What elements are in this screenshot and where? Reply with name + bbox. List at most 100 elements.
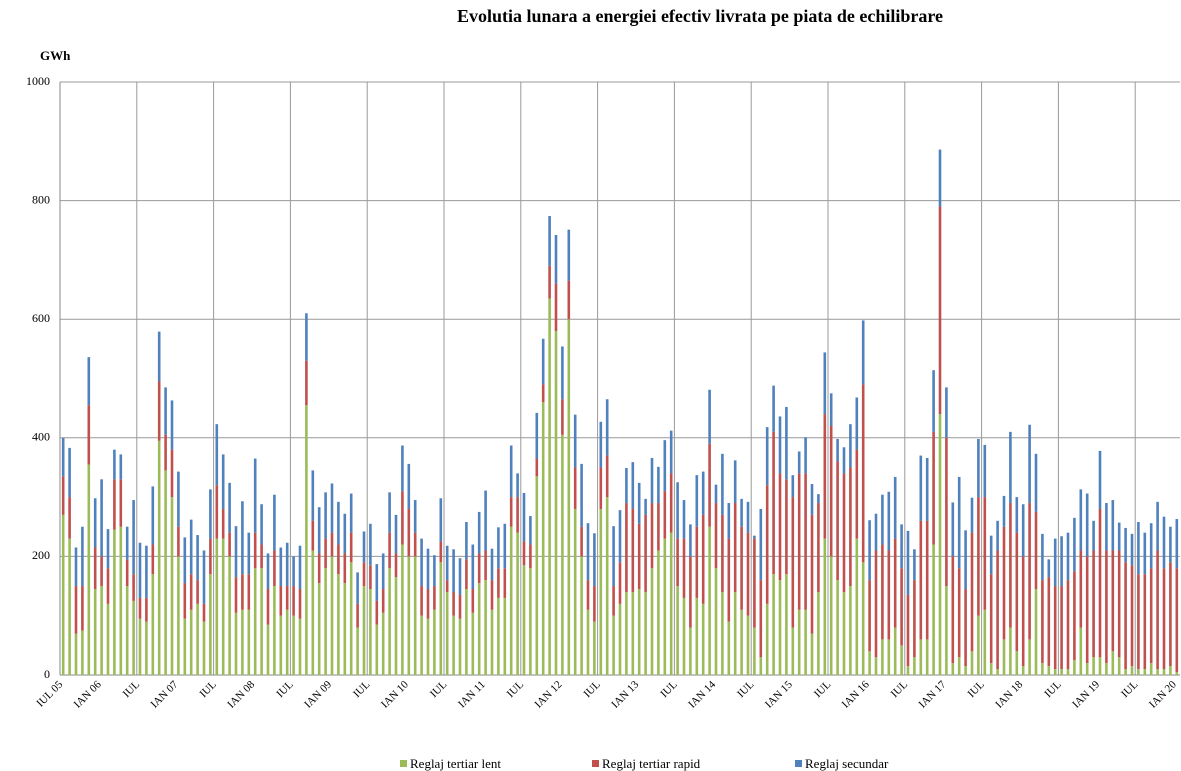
bar-segment <box>106 603 110 675</box>
bar-segment <box>1028 639 1031 675</box>
bar-segment <box>509 445 513 498</box>
bar-segment <box>324 538 327 569</box>
x-tick-label: IUL <box>197 678 219 700</box>
bar-segment <box>932 370 935 432</box>
x-tick-label: IAN 12 <box>532 679 564 711</box>
bar-segment <box>266 624 270 675</box>
bar-segment <box>829 393 833 426</box>
bar-segment <box>465 559 468 590</box>
x-tick-label: IAN 18 <box>993 678 1025 710</box>
bar-segment <box>1079 627 1083 675</box>
bar-segment <box>721 453 724 515</box>
bar-segment <box>669 473 673 533</box>
x-tick-label: IAN 06 <box>72 678 104 710</box>
bar-segment <box>561 434 564 675</box>
bar-segment <box>132 500 135 575</box>
bar-segment <box>778 473 782 581</box>
bar-segment <box>279 615 283 675</box>
x-tick-label: IAN 08 <box>225 678 257 710</box>
bar-segment <box>61 514 65 675</box>
bar-segment <box>1105 550 1108 664</box>
bar-segment <box>925 457 929 521</box>
bar-segment <box>292 615 295 675</box>
bar-segment <box>1130 533 1134 566</box>
bar-segment <box>330 532 334 557</box>
bar-segment <box>663 491 667 539</box>
bar-segment <box>1021 666 1025 675</box>
bar-segment <box>490 548 494 581</box>
bar-segment <box>989 663 993 675</box>
bar-segment <box>516 532 519 675</box>
bar-segment <box>337 501 340 545</box>
bar-segment <box>1073 660 1076 675</box>
bar-segment <box>433 609 436 675</box>
bar-segment <box>682 500 686 539</box>
bar-segment <box>285 542 289 587</box>
bar-segment <box>1015 651 1019 675</box>
bar-segment <box>689 556 692 628</box>
x-tick-label: IUL <box>121 678 143 700</box>
bar-segment <box>919 455 923 521</box>
bar-segment <box>465 589 468 675</box>
bar-segment <box>189 609 193 675</box>
bar-segment <box>727 538 731 622</box>
x-tick-label: IUL <box>735 678 757 700</box>
bar-segment <box>241 609 244 675</box>
bar-segment <box>1143 669 1147 675</box>
bar-segment <box>644 591 647 675</box>
bar-segment <box>106 529 110 569</box>
bar-segment <box>1117 522 1121 551</box>
bar-segment <box>362 562 366 587</box>
bar-segment <box>164 470 167 675</box>
x-tick-label: IUL <box>812 678 834 700</box>
bar-segment <box>561 346 564 400</box>
bar-segment <box>554 283 558 332</box>
bar-segment <box>1156 550 1159 670</box>
bar-segment <box>753 538 756 628</box>
bar-segment <box>855 538 859 675</box>
bar-segment <box>804 609 807 675</box>
bar-segment <box>375 624 379 675</box>
bar-segment <box>1124 562 1127 670</box>
bar-segment <box>125 586 129 675</box>
bar-segment <box>900 524 903 569</box>
bar-segment <box>1111 500 1115 551</box>
bar-segment <box>260 544 263 569</box>
bar-segment <box>727 503 731 539</box>
bar-segment <box>567 319 571 675</box>
bar-segment <box>119 479 123 527</box>
bar-segment <box>132 574 135 601</box>
bar-segment <box>746 532 750 616</box>
bar-segment <box>349 493 353 533</box>
bar-segment <box>503 597 507 675</box>
bar-segment <box>484 550 487 581</box>
bar-segment <box>753 535 756 539</box>
bar-segment <box>983 609 987 675</box>
bar-segment <box>1047 559 1051 578</box>
bar-segment <box>369 589 372 675</box>
bar-segment <box>1137 574 1140 670</box>
x-tick-label: IAN 20 <box>1147 678 1179 710</box>
bar-segment <box>836 580 839 675</box>
bar-segment <box>881 494 884 545</box>
bar-segment <box>196 603 199 675</box>
bar-segment <box>650 568 654 675</box>
bar-segment <box>983 497 987 610</box>
x-tick-label: IUL <box>428 678 450 700</box>
bar-segment <box>260 504 263 545</box>
bar-segment <box>247 574 251 610</box>
bar-segment <box>541 402 545 675</box>
bar-segment <box>932 544 935 675</box>
bar-segment <box>305 313 308 361</box>
bar-segment <box>772 574 775 675</box>
bar-segment <box>273 550 276 587</box>
bar-segment <box>906 666 910 675</box>
bar-segment <box>1060 586 1063 670</box>
bar-segment <box>1079 550 1083 628</box>
bar-segment <box>1047 577 1051 667</box>
bar-segment <box>554 331 558 675</box>
bar-segment <box>177 526 180 557</box>
bar-segment <box>951 663 955 675</box>
bar-segment <box>893 627 897 675</box>
